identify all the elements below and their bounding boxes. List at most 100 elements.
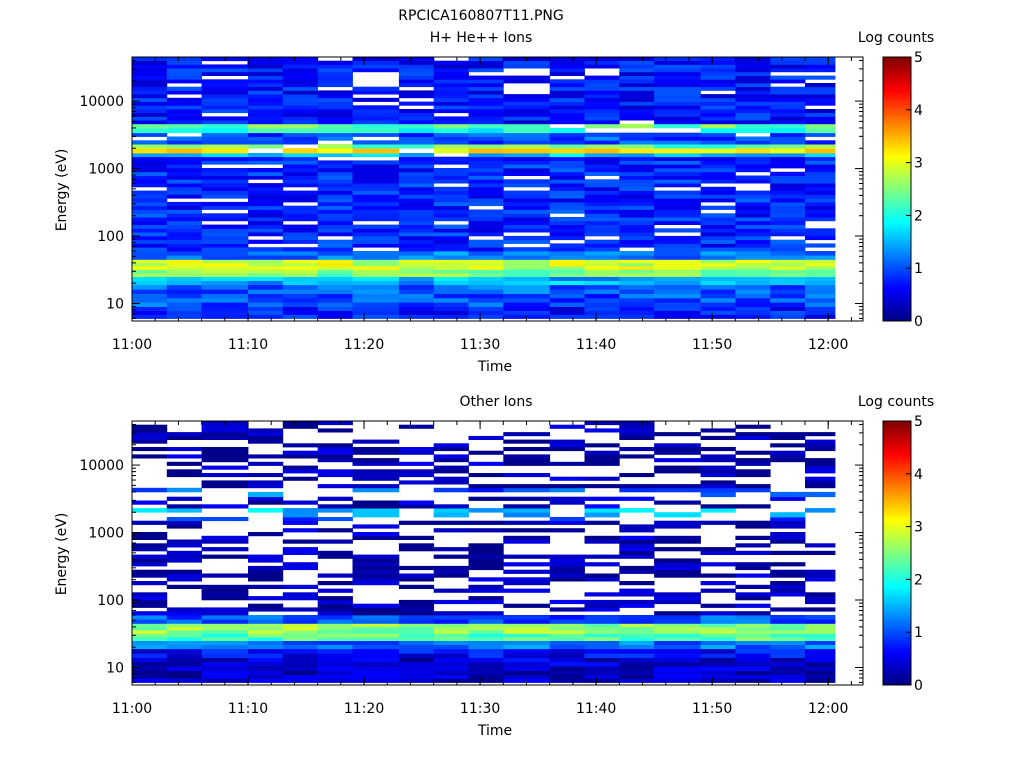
heatmap-cell [503,269,551,274]
heatmap-cell [805,86,836,91]
colorbar-step [883,568,911,572]
colorbar-step [883,173,911,177]
heatmap-cell [248,262,284,267]
heatmap-cell [468,259,504,264]
heatmap-cell [654,148,701,154]
heatmap-cell [201,424,249,429]
heatmap-cell [398,653,435,658]
heatmap-cell [700,588,736,593]
heatmap-cell [770,60,806,65]
heatmap-cell [584,657,620,663]
heatmap-cell [317,116,353,121]
heatmap-cell [433,148,469,154]
heatmap-cell [654,116,701,121]
colorbar-step [883,621,911,625]
heatmap-cell [132,454,168,459]
colorbar-step [883,265,911,269]
heatmap-cell [352,168,400,173]
heatmap-cell [166,232,202,237]
y-tick-label: 10 [106,296,124,312]
heatmap-cell [770,75,806,80]
heatmap-cell [700,491,736,498]
heatmap-cell [166,273,202,277]
heatmap-cell [398,293,435,299]
heatmap-cell [433,666,469,671]
heatmap-cell [584,520,620,525]
heatmap-cell [549,577,585,582]
heatmap-cell [352,461,400,466]
heatmap-cell [317,573,353,578]
heatmap-cell [770,86,806,91]
heatmap-cell [282,228,318,233]
colorbar-step [883,99,911,103]
heatmap-cell [398,661,435,667]
heatmap-cell [248,276,284,281]
heatmap-cell [201,458,249,463]
heatmap-cell [700,232,736,237]
heatmap-cell [433,504,469,509]
colorbar-step [883,228,911,232]
heatmap-cell [735,198,771,203]
heatmap-cell [468,160,504,165]
heatmap-cell [433,661,469,667]
heatmap-cell [166,615,202,620]
heatmap-cell [282,293,318,299]
heatmap-cell [132,194,168,199]
heatmap-cell [770,588,806,593]
heatmap-cell [549,179,585,184]
colorbar-step [883,653,911,657]
heatmap-cell [282,539,318,544]
colorbar-step [883,550,911,554]
heatmap-cell [132,562,168,567]
heatmap-cell [166,259,202,264]
colorbar-step [883,619,911,623]
heatmap-cell [398,239,435,244]
heatmap-cell [549,90,585,95]
heatmap-cell [248,205,284,210]
heatmap-cell [282,657,318,663]
heatmap-cell [468,611,504,616]
heatmap-cell [735,262,771,267]
heatmap-cell [805,232,836,237]
heatmap-cell [503,458,551,463]
heatmap-cell [770,228,806,233]
heatmap-cell [433,120,469,125]
heatmap-cell [735,64,771,69]
heatmap-cell [248,144,284,149]
heatmap-cell [282,116,318,121]
heatmap-cell [654,205,701,210]
heatmap-cell [735,565,771,571]
heatmap-cell [433,623,469,628]
colorbar-step [883,223,911,227]
heatmap-cell [433,190,469,195]
heatmap-cell [503,666,551,671]
heatmap-cell [398,217,435,222]
colorbar-step [883,286,911,290]
heatmap-cell [584,633,620,638]
heatmap-cell [248,90,284,95]
heatmap-cell [549,666,585,671]
heatmap-cell [132,569,168,574]
heatmap-cell [770,273,806,277]
colorbar-step [883,59,911,63]
heatmap-cell [468,633,504,638]
heatmap-cell [248,132,284,137]
heatmap-cell [398,153,435,158]
heatmap-cell [549,156,585,161]
heatmap-cell [201,127,249,134]
heatmap-cell [468,97,504,102]
heatmap-cell [619,588,655,593]
heatmap-cell [433,644,469,650]
heatmap-cell [352,535,400,540]
heatmap-cell [468,132,504,137]
heatmap-cell [282,79,318,84]
heatmap-cell [584,450,620,455]
heatmap-cell [352,512,400,518]
heatmap-cell [352,670,400,675]
heatmap-cell [503,562,551,567]
heatmap-cell [166,269,202,274]
heatmap-cell [201,205,249,210]
heatmap-cell [201,228,249,233]
colorbar-step [883,537,911,541]
colorbar-step [883,239,911,243]
